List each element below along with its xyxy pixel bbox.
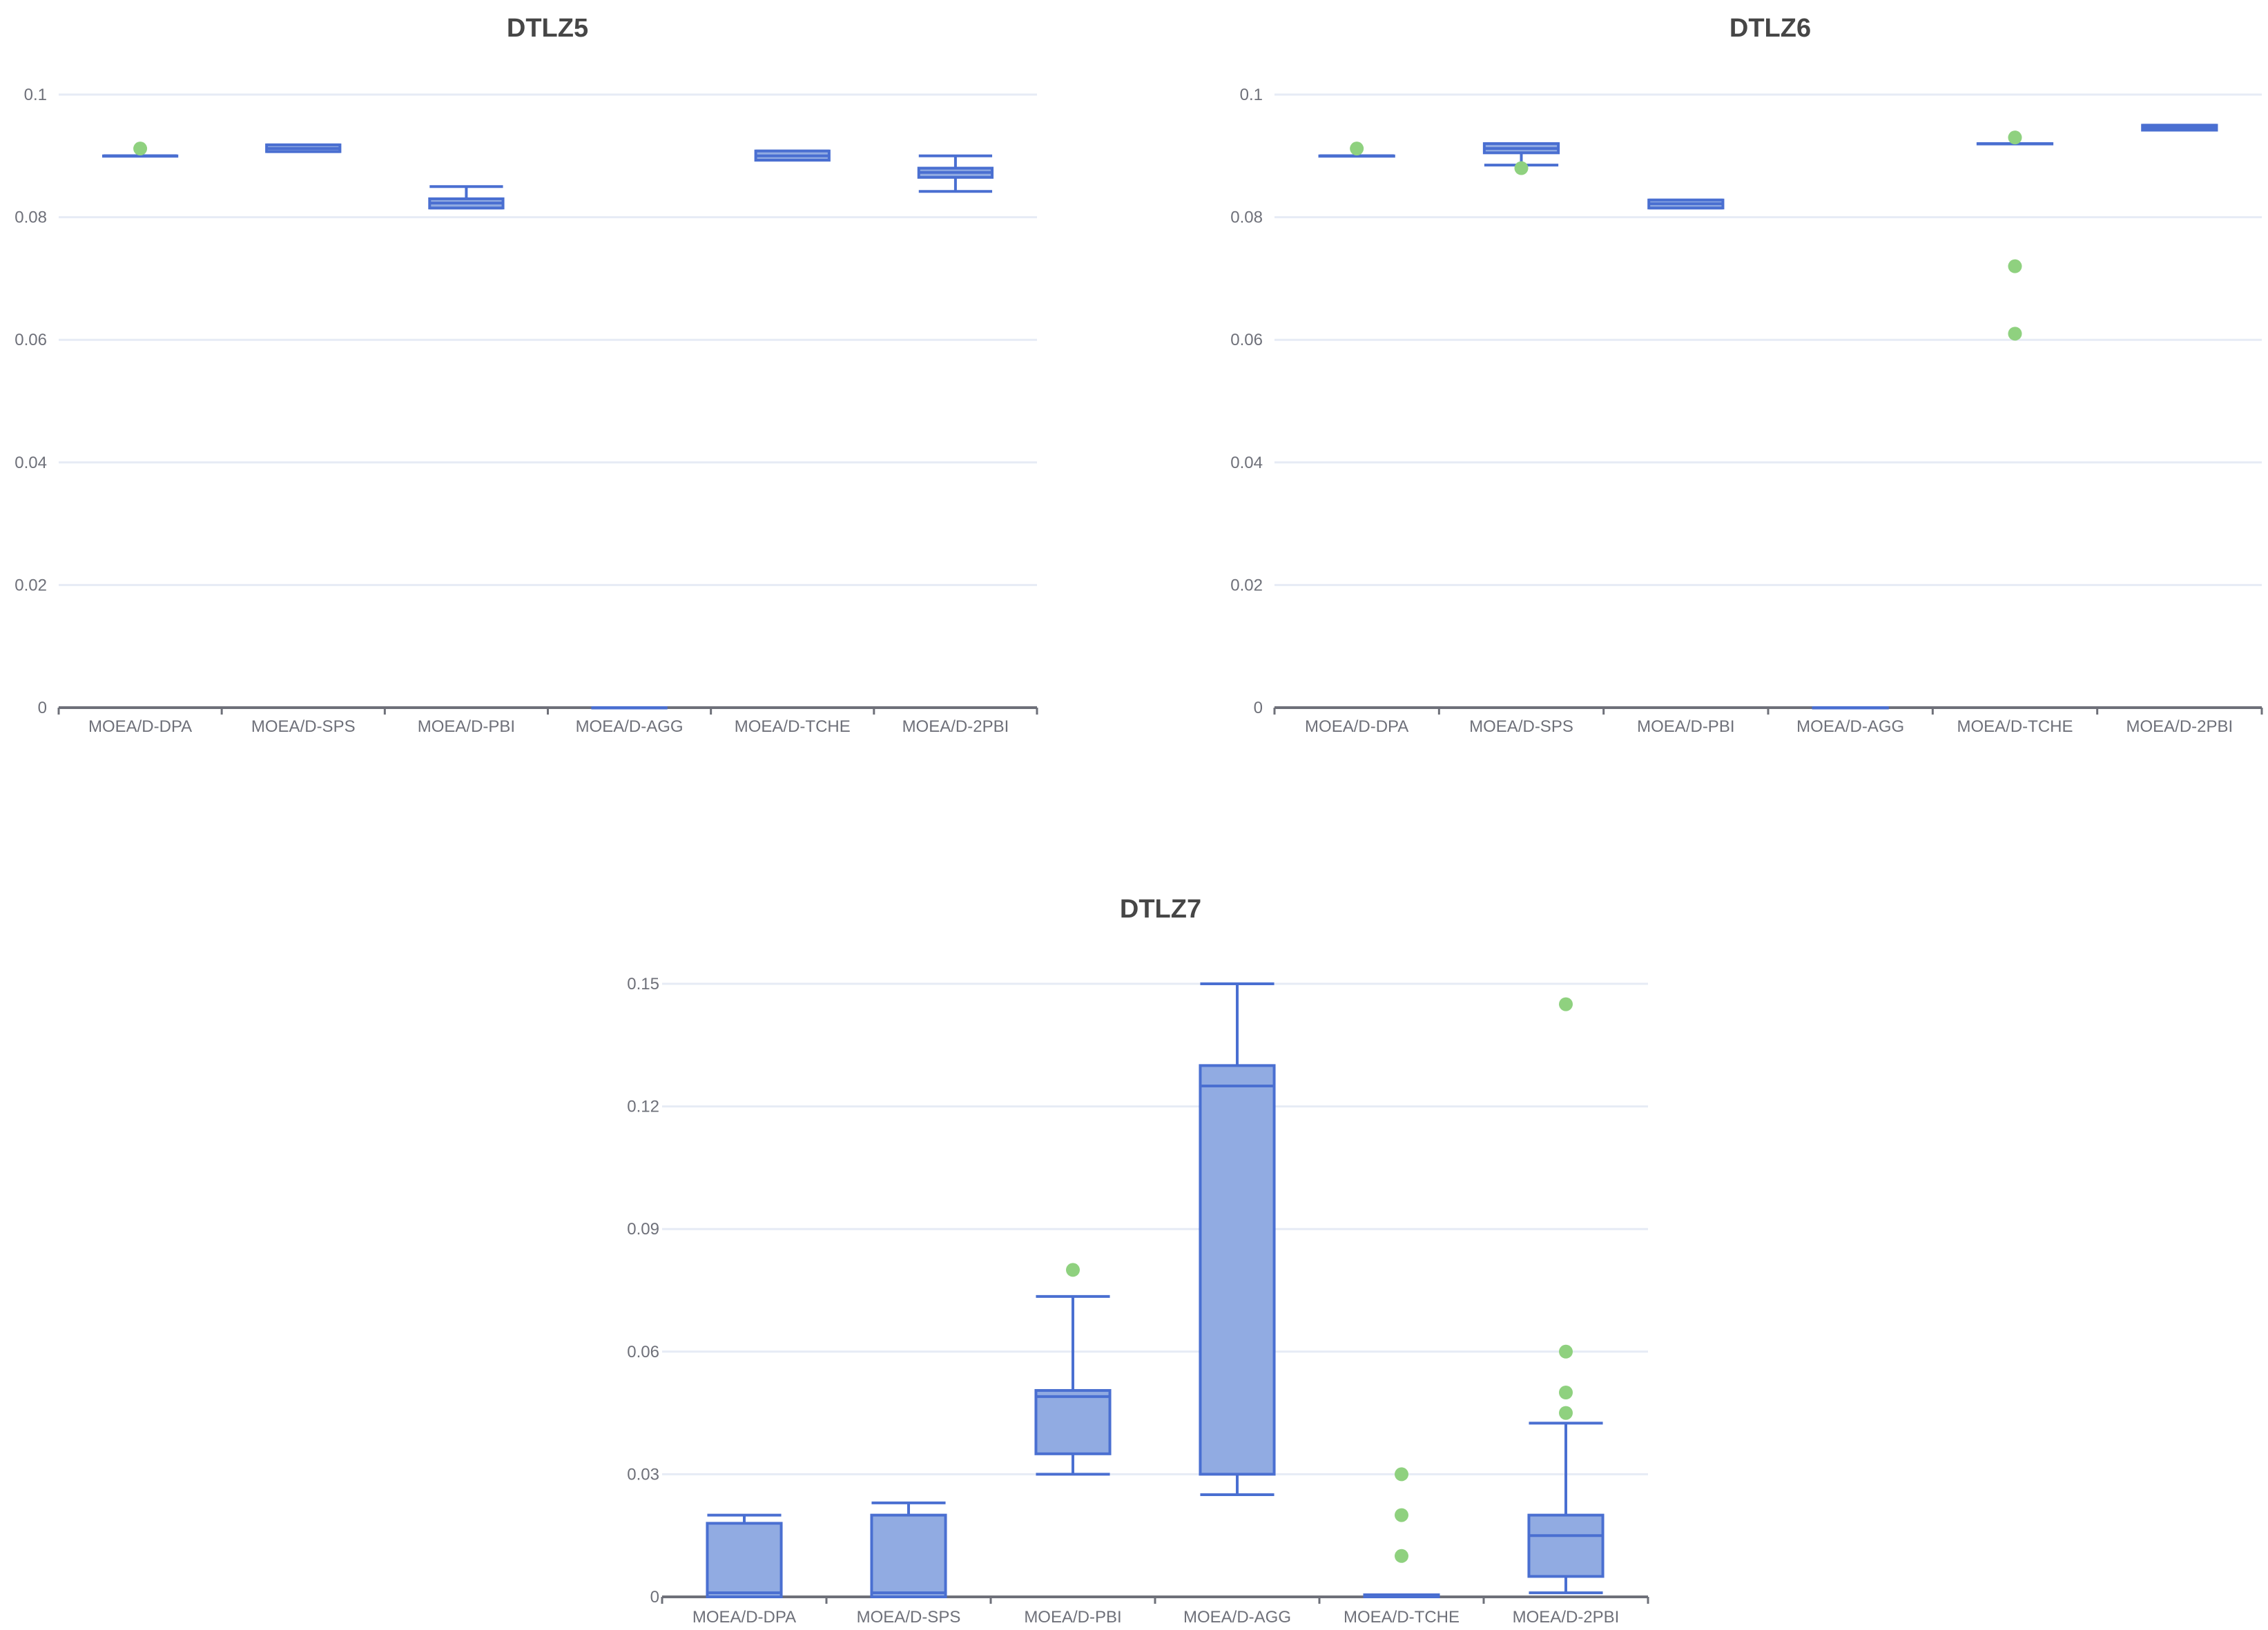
box-moea-d-dpa [1318, 154, 1395, 158]
outlier-point [2008, 327, 2022, 341]
chart-dtlz6: DTLZ6 0 0.02 0.04 0.06 0.08 0.1 MOEA/D-DPA MOEA/… [1132, 0, 2265, 759]
y-tick-label: 0 [1254, 699, 1263, 717]
outlier-point [2008, 130, 2022, 145]
x-category-label: MOEA/D-2PBI [902, 717, 1009, 736]
x-category-label: MOEA/D-AGG [576, 717, 684, 736]
y-tick-label: 0.04 [1230, 454, 1263, 472]
outlier-point [133, 142, 148, 156]
x-category-label: MOEA/D-AGG [1183, 1608, 1291, 1627]
box-moea-d-dpa [101, 154, 179, 158]
box-moea-d-sps [870, 1501, 947, 1598]
outlier-point [1559, 1406, 1573, 1420]
box-rect [1527, 1513, 1605, 1578]
box-moea-d-pbi [428, 185, 505, 210]
outlier-point [1395, 1549, 1408, 1563]
x-category-label: MOEA/D-PBI [1024, 1608, 1121, 1627]
y-tick-label: 0.1 [24, 86, 47, 104]
chart-title: DTLZ6 [1729, 14, 1811, 43]
y-tick-label: 0.06 [1230, 331, 1263, 349]
outlier-point [1350, 142, 1364, 156]
outlier-point [1514, 161, 1529, 175]
y-tick-label: 0.15 [627, 975, 659, 993]
x-category-label: MOEA/D-SPS [857, 1608, 961, 1627]
y-tick-label: 0.1 [1240, 86, 1263, 104]
y-tick-label: 0.12 [627, 1098, 659, 1116]
y-tick-label: 0.09 [627, 1220, 659, 1239]
x-category-label: MOEA/D-2PBI [2126, 717, 2233, 736]
box-moea-d-tche [1363, 1593, 1440, 1599]
outlier-point [1395, 1467, 1408, 1482]
box-rect [870, 1513, 947, 1598]
box-rect [1034, 1389, 1112, 1455]
outlier-point [1559, 997, 1573, 1011]
y-tick-label: 0.08 [14, 208, 47, 227]
box-moea-d-sps [265, 143, 342, 153]
x-category-label: MOEA/D-TCHE [1957, 717, 2073, 736]
chart-dtlz6-svg: DTLZ6 0 0.02 0.04 0.06 0.08 0.1 MOEA/D-DPA MOEA/… [1230, 14, 2263, 736]
x-category-label: MOEA/D-DPA [88, 717, 192, 736]
x-category-label: MOEA/D-TCHE [1344, 1608, 1460, 1627]
chart-dtlz7-svg: DTLZ7 0 0.03 0.06 0.09 0.12 0.15 MOEA/D-DPA MOEA… [627, 895, 1649, 1627]
x-category-label: MOEA/D-AGG [1796, 717, 1904, 736]
box-moea-d-pbi [1647, 198, 1725, 210]
box-moea-d-2pbi [917, 154, 994, 193]
chart-dtlz5: DTLZ5 0 0.02 0.04 0.06 0.08 0.1 MOEA/D-DPA MOEA/… [0, 0, 1118, 759]
box-moea-d-2pbi [1527, 1422, 1605, 1595]
box-rect [706, 1522, 783, 1598]
x-category-label: MOEA/D-DPA [692, 1608, 796, 1627]
box-moea-d-2pbi [2141, 124, 2218, 132]
outlier-point [1066, 1263, 1080, 1277]
y-tick-label: 0.04 [14, 454, 47, 472]
x-category-label: MOEA/D-TCHE [735, 717, 851, 736]
y-tick-label: 0 [38, 699, 47, 717]
y-tick-label: 0.02 [14, 576, 47, 594]
y-tick-label: 0.06 [14, 331, 47, 349]
outlier-point [2008, 259, 2022, 273]
box-moea-d-tche [754, 149, 831, 162]
x-category-label: MOEA/D-SPS [1469, 717, 1573, 736]
outlier-point [1395, 1508, 1408, 1522]
box-moea-d-dpa [706, 1513, 783, 1598]
box-moea-d-pbi [1034, 1294, 1112, 1476]
x-category-label: MOEA/D-PBI [1637, 717, 1734, 736]
outlier-point [1559, 1344, 1573, 1359]
x-category-label: MOEA/D-DPA [1305, 717, 1408, 736]
chart-dtlz5-svg: DTLZ5 0 0.02 0.04 0.06 0.08 0.1 MOEA/D-DPA MOEA/… [14, 14, 1038, 736]
y-tick-label: 0.03 [627, 1465, 659, 1484]
chart-dtlz7: DTLZ7 0 0.03 0.06 0.09 0.12 0.15 MOEA/D-DPA MOEA… [552, 884, 1685, 1629]
y-tick-label: 0.02 [1230, 576, 1263, 594]
chart-title: DTLZ5 [507, 14, 588, 43]
x-category-label: MOEA/D-2PBI [1513, 1608, 1620, 1627]
y-tick-label: 0.08 [1230, 208, 1263, 227]
box-rect [1199, 1064, 1276, 1476]
chart-title: DTLZ7 [1120, 895, 1201, 924]
outlier-point [1559, 1386, 1573, 1399]
x-category-label: MOEA/D-SPS [251, 717, 356, 736]
box-moea-d-agg [1199, 982, 1276, 1496]
y-tick-label: 0.06 [627, 1343, 659, 1361]
y-tick-label: 0 [650, 1588, 659, 1607]
x-category-label: MOEA/D-PBI [418, 717, 515, 736]
